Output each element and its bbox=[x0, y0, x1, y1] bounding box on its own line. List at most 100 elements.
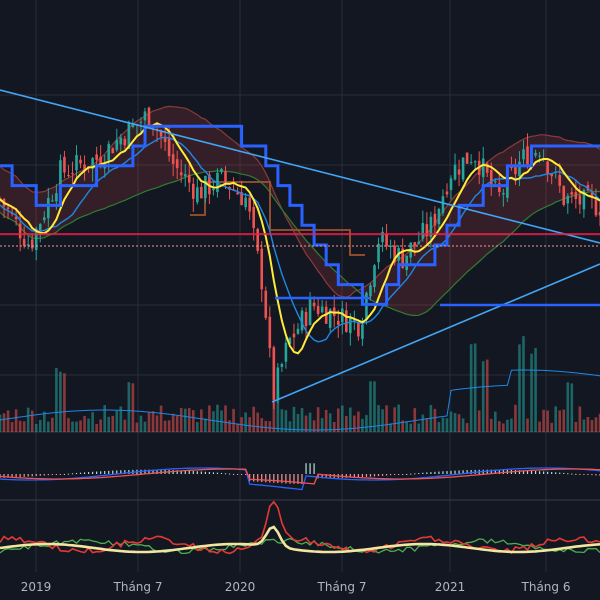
volume-bar bbox=[594, 417, 598, 432]
macd-hist-bar bbox=[406, 473, 408, 475]
macd-hist-bar bbox=[188, 470, 190, 474]
volume-bar bbox=[22, 421, 26, 432]
volume-bar bbox=[554, 406, 558, 432]
candle-body bbox=[550, 174, 553, 177]
volume-bar bbox=[208, 405, 211, 432]
volume-bar bbox=[550, 422, 553, 432]
macd-hist-bar bbox=[184, 470, 186, 474]
candle-body bbox=[570, 192, 574, 195]
macd-hist-bar bbox=[414, 473, 416, 475]
macd-hist-bar bbox=[579, 474, 581, 475]
volume-bar bbox=[135, 422, 139, 432]
macd-hist-bar bbox=[583, 474, 585, 475]
volume-bar bbox=[264, 420, 268, 432]
volume-bar bbox=[562, 409, 566, 432]
macd-hist-bar bbox=[269, 474, 271, 483]
volume-bar bbox=[397, 404, 400, 432]
macd-hist-bar bbox=[43, 474, 45, 476]
volume-bar bbox=[224, 405, 227, 432]
macd-hist-bar bbox=[595, 474, 597, 476]
macd-hist-bar bbox=[63, 473, 66, 475]
volume-bar bbox=[526, 418, 529, 432]
volume-bar bbox=[47, 421, 50, 432]
volume-bar bbox=[292, 406, 296, 432]
macd-hist-bar bbox=[228, 473, 231, 475]
candle-body bbox=[6, 207, 10, 209]
candle-body bbox=[437, 208, 441, 225]
volume-bar bbox=[38, 419, 42, 432]
candle-body bbox=[220, 168, 223, 173]
macd-hist-bar bbox=[438, 471, 440, 474]
macd-hist-bar bbox=[538, 471, 541, 474]
volume-bar bbox=[147, 412, 151, 432]
candle-body bbox=[445, 191, 449, 195]
candle-body bbox=[95, 154, 98, 160]
cloud-fill bbox=[0, 106, 600, 316]
macd-hist-bar bbox=[426, 472, 428, 474]
candle-body bbox=[598, 211, 600, 216]
candle-body bbox=[244, 197, 247, 208]
candle-body bbox=[485, 163, 489, 173]
macd-hist-bar bbox=[277, 474, 279, 484]
macd-hist-bar bbox=[547, 471, 549, 474]
volume-bar bbox=[514, 404, 517, 432]
volume-bar bbox=[276, 388, 280, 432]
volume-bar bbox=[377, 405, 380, 432]
macd-hist-bar bbox=[261, 474, 263, 483]
macd-hist-bar bbox=[297, 474, 299, 484]
macd-hist-bar bbox=[15, 474, 17, 478]
volume-bar bbox=[143, 421, 147, 432]
macd-panel bbox=[0, 463, 600, 491]
macd-hist-bar bbox=[176, 470, 178, 474]
volume-bar bbox=[506, 419, 509, 432]
macd-hist-bar bbox=[398, 474, 400, 475]
volume-bar bbox=[236, 423, 239, 432]
volume-bar bbox=[304, 415, 308, 432]
candle-body bbox=[562, 186, 566, 205]
macd-hist-bar bbox=[490, 469, 492, 474]
macd-hist-bar bbox=[559, 472, 561, 474]
volume-bar bbox=[18, 420, 22, 432]
candle-body bbox=[498, 183, 501, 193]
volume-bar bbox=[538, 421, 541, 432]
macd-hist-bar bbox=[241, 474, 243, 475]
macd-hist-bar bbox=[216, 472, 219, 474]
volume-bar bbox=[437, 422, 441, 432]
macd-hist-bar bbox=[220, 472, 223, 474]
volume-bar bbox=[175, 415, 179, 432]
volume-bar bbox=[409, 423, 413, 432]
macd-hist-bar bbox=[353, 474, 355, 478]
volume-bar bbox=[518, 344, 521, 432]
volume-bar bbox=[123, 419, 127, 432]
candle-body bbox=[107, 143, 111, 161]
volume-bar bbox=[14, 409, 18, 432]
volume-bar bbox=[191, 410, 195, 432]
volume-bar bbox=[71, 421, 74, 432]
candle-body bbox=[83, 164, 86, 171]
volume-bar bbox=[200, 409, 203, 432]
candle-body bbox=[272, 347, 276, 400]
candle-body bbox=[405, 255, 409, 271]
macd-hist-bar bbox=[530, 470, 533, 474]
candle-body bbox=[433, 213, 437, 226]
macd-hist-bar bbox=[329, 474, 331, 479]
macd-hist-bar bbox=[390, 474, 392, 476]
candle-body bbox=[147, 107, 151, 125]
candle-body bbox=[123, 138, 127, 146]
candle-body bbox=[196, 187, 199, 203]
candle-body bbox=[159, 130, 163, 137]
volume-bar bbox=[55, 367, 58, 432]
macd-hist-bar bbox=[112, 470, 114, 474]
volume-bar bbox=[284, 410, 288, 432]
macd-hist-bar bbox=[273, 474, 275, 483]
volume-bar bbox=[413, 408, 417, 432]
macd-hist-bar bbox=[224, 473, 227, 475]
volume-bar bbox=[566, 382, 570, 432]
macd-hist-bar bbox=[551, 472, 553, 474]
macd-hist-bar bbox=[265, 474, 267, 483]
macd-hist-bar bbox=[212, 472, 215, 474]
volume-bar bbox=[578, 406, 582, 432]
volume-bar bbox=[139, 415, 143, 432]
volume-bar bbox=[111, 415, 115, 432]
